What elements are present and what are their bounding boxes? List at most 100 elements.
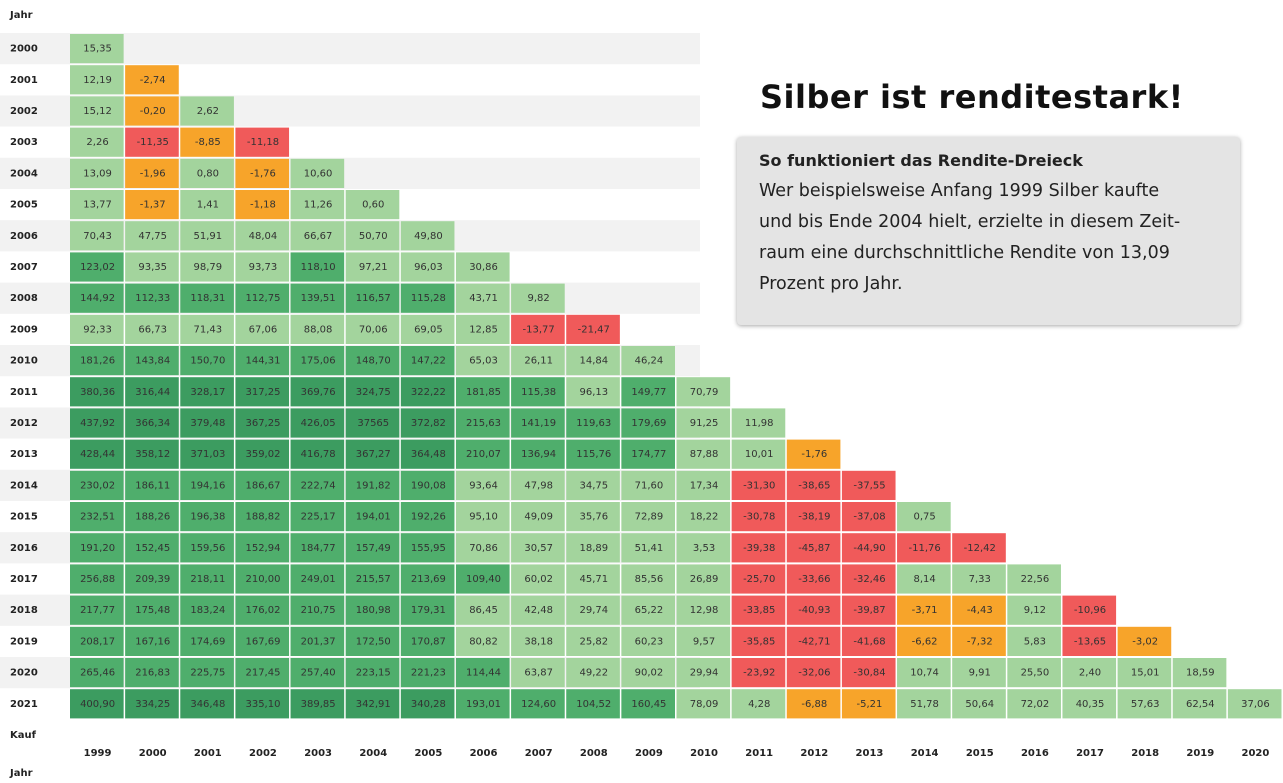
cell-value: 124,60 (521, 699, 556, 710)
cell-value: 194,01 (356, 512, 391, 523)
cell-bg (621, 626, 675, 656)
cell-value: 149,77 (631, 387, 666, 398)
info-text: Wer beispielsweise Anfang 1999 Silber ka… (759, 176, 1218, 300)
cell-value: 90,02 (635, 668, 664, 679)
cell-value: 340,28 (411, 699, 446, 710)
cell-value: 50,64 (965, 699, 994, 710)
cell-value: 18,22 (690, 512, 719, 523)
cell-value: 334,25 (135, 699, 170, 710)
cell-bg (125, 283, 179, 313)
cell-bg (70, 221, 124, 251)
cell-bg (1007, 595, 1061, 625)
cell-value: 115,28 (411, 293, 446, 304)
cell-bg (455, 626, 510, 656)
cell-value: 152,94 (245, 543, 280, 554)
cell-value: -30,84 (853, 668, 885, 679)
cell-value: 14,84 (579, 356, 608, 367)
cell-value: 97,21 (359, 262, 388, 273)
cell-value: 174,77 (631, 449, 666, 460)
cell-bg (621, 689, 675, 719)
cell-value: -42,71 (798, 636, 830, 647)
cell-value: 46,24 (635, 356, 664, 367)
cell-bg (566, 346, 620, 376)
cell-value: 4,28 (748, 699, 770, 710)
cell-value: 179,31 (411, 605, 446, 616)
cell-bg (731, 626, 786, 656)
cell-bg (125, 65, 179, 95)
cell-bg (786, 439, 841, 469)
cell-value: 196,38 (190, 512, 225, 523)
cell-value: 193,01 (466, 699, 501, 710)
cell-bg (731, 439, 786, 469)
row-year: 2005 (10, 200, 38, 211)
cell-bg (511, 283, 565, 313)
cell-value: 62,54 (1186, 699, 1215, 710)
cell-value: -45,87 (798, 543, 830, 554)
row-year: 2007 (10, 262, 38, 273)
col-axis-label: Kauf (10, 730, 37, 741)
row-year: 2014 (10, 480, 38, 491)
cell-value: 230,02 (80, 480, 115, 491)
cell-value: -3,71 (912, 605, 938, 616)
cell-bg (455, 314, 510, 344)
cell-value: 3,53 (693, 543, 715, 554)
cell-value: 17,34 (690, 480, 719, 491)
row-year: 2017 (10, 574, 38, 585)
cell-bg (70, 595, 124, 625)
row-year: 2016 (10, 543, 38, 554)
col-year: 2000 (139, 748, 167, 759)
cell-bg (621, 502, 675, 532)
cell-value: 256,88 (80, 574, 115, 585)
cell-bg (180, 158, 234, 188)
cell-bg (345, 439, 400, 469)
cell-bg (180, 533, 234, 563)
cell-value: 9,91 (969, 668, 991, 679)
cell-value: 157,49 (356, 543, 391, 554)
cell-bg (621, 439, 675, 469)
cell-bg (290, 283, 345, 313)
cell-bg (400, 470, 455, 500)
cell-bg (1227, 689, 1282, 719)
cell-value: -1,76 (250, 168, 276, 179)
cell-value: 183,24 (190, 605, 225, 616)
cell-value: 223,15 (356, 668, 391, 679)
cell-bg (345, 252, 400, 282)
cell-bg (400, 314, 455, 344)
cell-bg (511, 439, 565, 469)
cell-value: 194,16 (190, 480, 225, 491)
cell-bg (235, 283, 290, 313)
cell-bg (511, 314, 565, 344)
cell-bg (70, 377, 124, 407)
cell-value: 95,10 (469, 512, 498, 523)
cell-bg (621, 470, 675, 500)
cell-value: -41,68 (853, 636, 885, 647)
cell-value: 317,25 (245, 387, 280, 398)
cell-value: 51,41 (635, 543, 664, 554)
cell-value: 210,07 (466, 449, 501, 460)
cell-value: 367,25 (245, 418, 280, 429)
cell-bg (290, 190, 345, 220)
cell-value: -30,78 (743, 512, 775, 523)
cell-bg (786, 658, 841, 688)
cell-bg (345, 221, 400, 251)
cell-bg (235, 564, 290, 594)
cell-bg (290, 252, 345, 282)
cell-value: 93,35 (138, 262, 167, 273)
cell-value: 426,05 (301, 418, 336, 429)
row-axis-label: Jahr (9, 10, 33, 21)
cell-value: 147,22 (411, 356, 446, 367)
cell-value: 37565 (357, 418, 389, 429)
cell-value: 12,85 (469, 324, 498, 335)
cell-bg (731, 502, 786, 532)
cell-bg (235, 502, 290, 532)
cell-value: 359,02 (245, 449, 280, 460)
cell-value: -10,96 (1074, 605, 1106, 616)
cell-value: 2,62 (197, 106, 219, 117)
cell-bg (952, 595, 1006, 625)
cell-bg (676, 689, 731, 719)
cell-bg (290, 689, 345, 719)
cell-bg (290, 408, 345, 438)
cell-bg (621, 564, 675, 594)
cell-value: 167,69 (245, 636, 280, 647)
cell-bg (455, 658, 510, 688)
